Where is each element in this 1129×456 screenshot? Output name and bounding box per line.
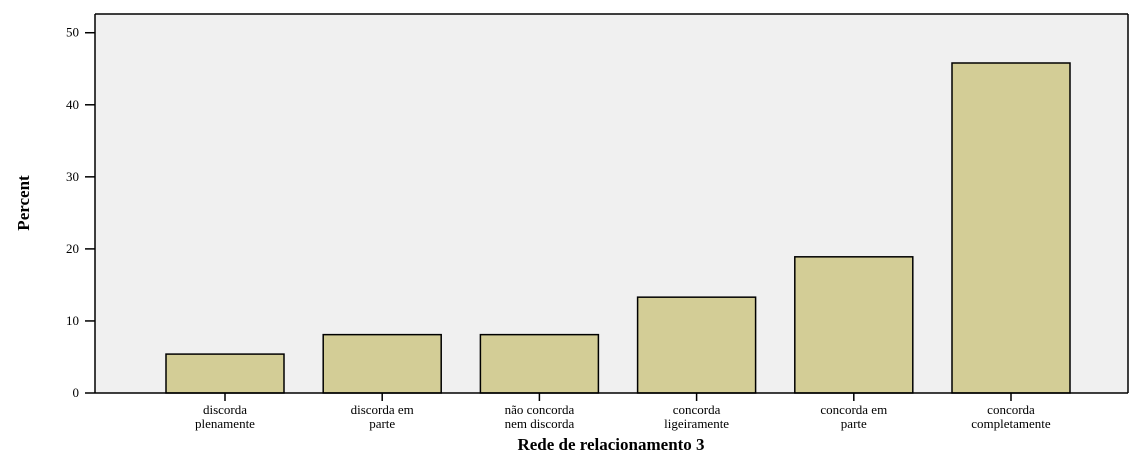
x-tick-label-line: completamente — [971, 416, 1051, 431]
x-tick-label-line: ligeiramente — [664, 416, 729, 431]
x-tick-label-line: discorda em — [351, 402, 414, 417]
x-tick-label-line: plenamente — [195, 416, 255, 431]
x-tick-label: não concorda nem discorda — [505, 402, 575, 431]
x-tick-label: concorda ligeiramente — [664, 402, 729, 431]
x-tick-label-line: concorda — [987, 402, 1035, 417]
y-tick-label: 30 — [66, 169, 79, 184]
x-tick-label-line: parte — [369, 416, 395, 431]
bar — [794, 256, 914, 394]
x-tick-label: discorda plenamente — [195, 402, 255, 431]
bar — [636, 296, 757, 394]
x-tick-label-line: não concorda — [505, 402, 575, 417]
x-tick-label-line: nem discorda — [505, 416, 575, 431]
y-tick-label: 10 — [66, 313, 79, 328]
x-tick-label-line: concorda em — [820, 402, 887, 417]
y-axis-label: Percent — [14, 175, 33, 231]
y-tick-label: 40 — [66, 97, 79, 112]
y-tick-label: 20 — [66, 241, 79, 256]
x-tick-label: concorda completamente — [971, 402, 1051, 431]
bar — [951, 62, 1071, 394]
x-tick-label-line: discorda — [203, 402, 247, 417]
x-axis-label: Rede de relacionamento 3 — [517, 435, 704, 454]
x-tick-label: discorda em parte — [351, 402, 414, 431]
bar — [479, 333, 600, 394]
x-tick-label-line: concorda — [673, 402, 721, 417]
x-tick-label-line: parte — [841, 416, 867, 431]
bar — [322, 333, 442, 394]
y-tick-label: 0 — [73, 385, 80, 400]
y-tick-label: 50 — [66, 25, 79, 40]
x-tick-label: concorda em parte — [820, 402, 887, 431]
bar — [165, 353, 285, 394]
